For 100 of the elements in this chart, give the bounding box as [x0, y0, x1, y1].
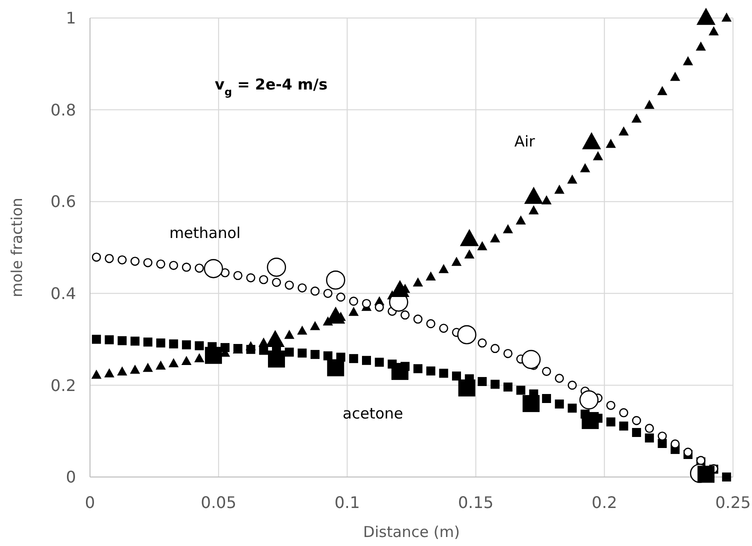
point — [194, 341, 204, 350]
point — [104, 335, 114, 344]
point — [439, 324, 448, 333]
point — [503, 348, 513, 358]
point — [522, 350, 541, 370]
point — [194, 264, 204, 273]
point — [554, 374, 564, 383]
x-tick-label: 0.15 — [458, 493, 494, 512]
point — [658, 438, 667, 448]
point — [657, 86, 668, 96]
point — [168, 358, 179, 368]
point — [156, 338, 166, 348]
point — [118, 255, 127, 264]
point — [554, 184, 564, 194]
point — [644, 424, 654, 433]
point — [169, 260, 178, 270]
point — [670, 72, 680, 81]
point — [348, 306, 359, 316]
point — [204, 346, 222, 364]
point — [349, 296, 358, 306]
point — [268, 350, 285, 368]
point — [582, 412, 599, 430]
x-tick-label: 0.2 — [592, 493, 618, 512]
point — [181, 356, 192, 365]
point — [708, 26, 719, 36]
point — [697, 466, 714, 483]
point — [310, 286, 320, 296]
point — [284, 348, 294, 357]
point — [426, 271, 436, 281]
point — [696, 41, 706, 51]
point — [582, 132, 602, 150]
point — [156, 360, 166, 370]
point — [439, 368, 448, 378]
point — [117, 366, 128, 376]
y-tick-label: 0.8 — [50, 100, 76, 120]
point — [104, 368, 114, 378]
point — [490, 380, 500, 389]
point — [644, 100, 654, 109]
point — [606, 417, 616, 426]
point — [104, 254, 114, 264]
point — [258, 338, 269, 347]
x-tick-label: 0.25 — [715, 493, 751, 512]
point — [426, 366, 436, 376]
point — [298, 348, 307, 358]
point — [554, 400, 564, 409]
point — [362, 298, 372, 308]
point — [522, 395, 540, 412]
point — [91, 370, 102, 379]
point — [259, 275, 268, 284]
point — [400, 310, 410, 320]
point — [592, 151, 604, 160]
point — [323, 288, 332, 298]
point — [323, 351, 332, 360]
y-tick-label: 0.4 — [50, 284, 76, 303]
point — [426, 319, 436, 328]
point — [118, 336, 127, 346]
point — [327, 359, 344, 376]
point — [478, 338, 487, 348]
point — [142, 362, 153, 372]
point — [457, 325, 476, 344]
point — [632, 428, 642, 437]
point — [619, 408, 628, 418]
point — [413, 314, 422, 324]
point — [130, 364, 140, 374]
point — [336, 292, 346, 302]
point — [644, 433, 654, 442]
point — [632, 416, 642, 426]
point — [451, 256, 462, 266]
point — [528, 205, 539, 214]
point — [502, 224, 514, 234]
point — [516, 386, 526, 395]
point — [310, 320, 320, 330]
point — [568, 404, 577, 413]
point — [580, 163, 590, 172]
point — [682, 56, 694, 66]
x-tick-label: 0.1 — [334, 493, 360, 512]
point — [349, 354, 358, 364]
point — [413, 364, 422, 374]
annotation: acetone — [342, 404, 404, 422]
point — [542, 366, 552, 376]
x-tick-label: 0.05 — [200, 493, 236, 512]
point — [477, 241, 488, 250]
point — [490, 344, 500, 354]
annotation: methanol — [169, 224, 241, 242]
point — [92, 334, 101, 344]
point — [670, 439, 680, 449]
y-tick-label: 0 — [66, 468, 76, 487]
point — [516, 215, 526, 225]
point — [452, 372, 462, 381]
point — [490, 233, 500, 242]
point — [391, 362, 408, 380]
point — [272, 278, 282, 287]
point — [579, 390, 599, 410]
y-tick-label: 0.6 — [50, 192, 76, 212]
x-axis-title: Distance (m) — [363, 523, 460, 541]
point — [374, 302, 384, 312]
point — [182, 262, 192, 272]
point — [284, 330, 294, 339]
point — [618, 126, 629, 136]
y-axis-title: mole fraction — [8, 198, 26, 298]
